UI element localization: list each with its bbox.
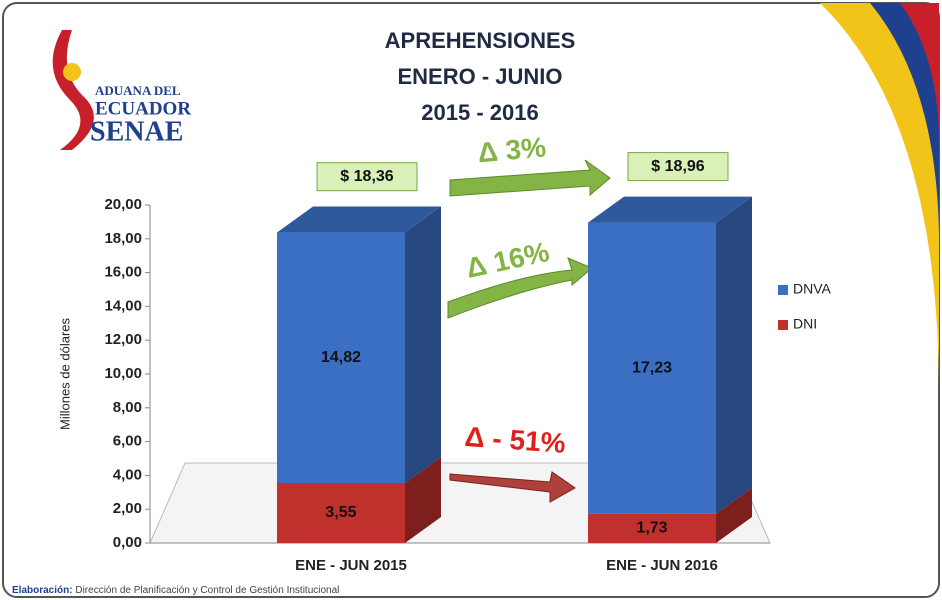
chart-title: APREHENSIONES (385, 28, 576, 53)
y-tick-label: 2,00 (113, 500, 142, 517)
footer-bold: Elaboración: (12, 585, 73, 596)
arrow (449, 159, 611, 197)
bar-side (405, 206, 441, 484)
x-tick-label: ENE - JUN 2016 (606, 557, 718, 574)
logo-icon (52, 30, 94, 150)
legend-label: DNVA (793, 281, 832, 297)
total-label: $ 18,36 (316, 162, 418, 192)
bar-top (588, 196, 752, 223)
y-axis-label: Millones de dólares (57, 318, 72, 431)
y-tick-label: 18,00 (104, 230, 142, 247)
value-label: 3,55 (325, 504, 356, 521)
y-tick-label: 0,00 (113, 534, 142, 551)
legend-label: DNI (793, 316, 817, 332)
logo-text: ADUANA DEL (95, 83, 181, 98)
y-tick-label: 6,00 (113, 433, 142, 450)
y-tick-label: 10,00 (104, 365, 142, 382)
value-label: 14,82 (321, 349, 361, 366)
footer-text: Dirección de Planificación y Control de … (75, 585, 339, 596)
total-box (627, 152, 729, 182)
chart-title: 2015 - 2016 (421, 100, 538, 125)
annotation: Δ - 51% (464, 421, 567, 459)
logo-text: ECUADOR (95, 98, 191, 119)
bar (277, 483, 405, 543)
bar (277, 232, 405, 484)
y-tick-label: 14,00 (104, 297, 142, 314)
y-tick-label: 12,00 (104, 331, 142, 348)
footer: Elaboración: Dirección de Planificación … (12, 585, 339, 596)
bar-side (405, 457, 441, 543)
swoosh-yellow (820, 3, 940, 400)
legend-swatch (778, 320, 788, 330)
total-label: $ 18,96 (627, 152, 729, 182)
legend-swatch (778, 285, 788, 295)
logo-text: SENAE (90, 116, 183, 147)
x-tick-label: ENE - JUN 2015 (295, 557, 407, 574)
chart-title: ENERO - JUNIO (397, 64, 562, 89)
logo-dot (63, 63, 81, 81)
bar (588, 222, 716, 514)
total-box (316, 162, 418, 192)
y-tick-label: 16,00 (104, 264, 142, 281)
arrow (449, 471, 576, 503)
bar-top (277, 206, 441, 233)
y-tick-label: 4,00 (113, 466, 142, 483)
value-label: 17,23 (632, 359, 672, 376)
bar (588, 513, 716, 543)
bar-side (716, 196, 752, 514)
arrow (447, 257, 593, 319)
annotation: Δ 3% (476, 131, 547, 168)
swoosh-blue (870, 3, 940, 260)
y-tick-label: 20,00 (104, 196, 142, 213)
bar-side (716, 487, 752, 543)
total-text: $ 18,36 (340, 168, 393, 185)
total-text: $ 18,96 (651, 158, 704, 175)
y-tick-label: 8,00 (113, 399, 142, 416)
value-label: 1,73 (636, 520, 667, 537)
swoosh-red (900, 3, 940, 160)
